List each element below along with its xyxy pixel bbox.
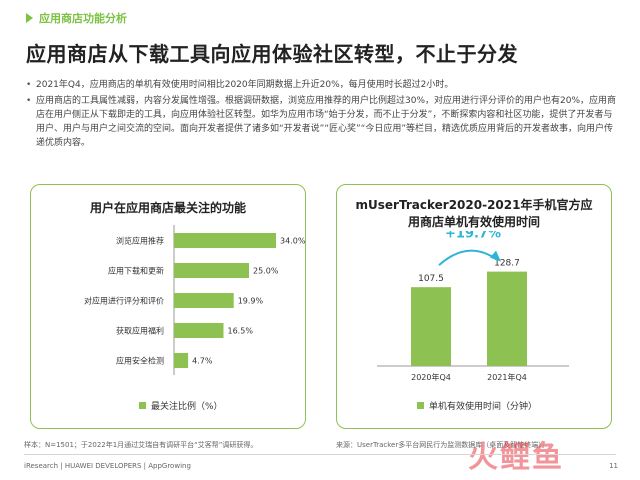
footer-source: iResearch | HUAWEI DEVELOPERS | AppGrowi… xyxy=(24,462,191,470)
legend-label: 最关注比例（%） xyxy=(151,402,223,412)
usage-chart-title-line: mUserTracker2020-2021年手机官方应 xyxy=(355,198,593,212)
growth-arrow-head-icon xyxy=(490,250,501,262)
triangle-arrow-icon xyxy=(26,13,33,23)
watermark-logo: 火鲤鱼 xyxy=(468,440,564,475)
feature-bar xyxy=(174,233,276,248)
sample-note: 样本：N=1501；于2022年1月通过艾瑞自有调研平台“艾客帮”调研获得。 xyxy=(24,441,258,449)
growth-annotation: +19.7% xyxy=(445,231,501,242)
feature-attention-chart: 浏览应用推荐 34.0% 应用下载和更新 25.0% 对应用进行评分和评价 19.9% 获取… xyxy=(84,225,305,375)
feature-attention-panel: 用户在应用商店最关注的功能 浏览应用推荐 34.0% 应用下载和更新 25.0% 对应用… xyxy=(30,184,306,429)
usage-time-chart: 107.5 2020年Q4 128.7 2021年Q4 +19.7% xyxy=(377,231,569,382)
source-note: 来源：UserTracker多平台网民行为监测数据库（桌面及智能终端）。 xyxy=(336,441,549,449)
page-title: 应用商店从下载工具向应用体验社区转型，不止于分发 xyxy=(26,42,518,66)
bar-value-label: 4.7% xyxy=(192,357,213,366)
category-tick-label: 浏览应用推荐 xyxy=(116,236,164,246)
bar-value-label: 25.0% xyxy=(253,267,279,276)
usage-time-panel: mUserTracker2020-2021年手机官方应 用商店单机有效使用时间 … xyxy=(336,184,612,429)
usage-chart-legend: 单机有效使用时间（分钟） xyxy=(417,399,537,412)
bar-value-label: 16.5% xyxy=(228,327,254,336)
category-tick-label: 应用安全检测 xyxy=(116,356,164,366)
page-number: 11 xyxy=(609,462,618,470)
category-tick-label: 2021年Q4 xyxy=(487,372,527,382)
usage-bar xyxy=(487,271,527,366)
usage-chart-title: mUserTracker2020-2021年手机官方应 用商店单机有效使用时间 xyxy=(337,197,611,231)
category-tick-label: 获取应用福利 xyxy=(116,326,164,336)
feature-bar xyxy=(174,323,224,338)
bar-value-label: 128.7 xyxy=(494,259,520,269)
bar-value-label: 19.9% xyxy=(238,297,264,306)
bullet-item: 应用商店的工具属性减弱，内容分发属性增强。根据调研数据，浏览应用推荐的用户比例超… xyxy=(26,94,616,150)
section-tag-label: 应用商店功能分析 xyxy=(39,12,127,25)
feature-bar xyxy=(174,263,249,278)
growth-arrow-curve xyxy=(438,249,498,266)
feature-chart-legend: 最关注比例（%） xyxy=(139,399,223,412)
legend-label: 单机有效使用时间（分钟） xyxy=(429,402,538,412)
legend-swatch xyxy=(139,402,146,409)
category-tick-label: 应用下载和更新 xyxy=(108,266,164,276)
legend-swatch xyxy=(417,402,424,409)
usage-bar xyxy=(411,287,451,366)
category-tick-label: 对应用进行评分和评价 xyxy=(84,296,164,306)
bar-value-label: 107.5 xyxy=(418,274,444,284)
usage-chart-title-line: 用商店单机有效使用时间 xyxy=(407,215,540,229)
bar-value-label: 34.0% xyxy=(280,237,305,246)
section-tag: 应用商店功能分析 xyxy=(26,10,127,26)
category-tick-label: 2020年Q4 xyxy=(411,372,451,382)
feature-bar xyxy=(174,353,189,368)
feature-chart-title: 用户在应用商店最关注的功能 xyxy=(89,201,246,215)
feature-bar xyxy=(174,293,234,308)
footer-divider xyxy=(24,454,616,455)
bullet-item: 2021年Q4，应用商店的单机有效使用时间相比2020年同期数据上升近20%，每… xyxy=(26,78,616,92)
summary-bullets: 2021年Q4，应用商店的单机有效使用时间相比2020年同期数据上升近20%，每… xyxy=(26,78,616,152)
